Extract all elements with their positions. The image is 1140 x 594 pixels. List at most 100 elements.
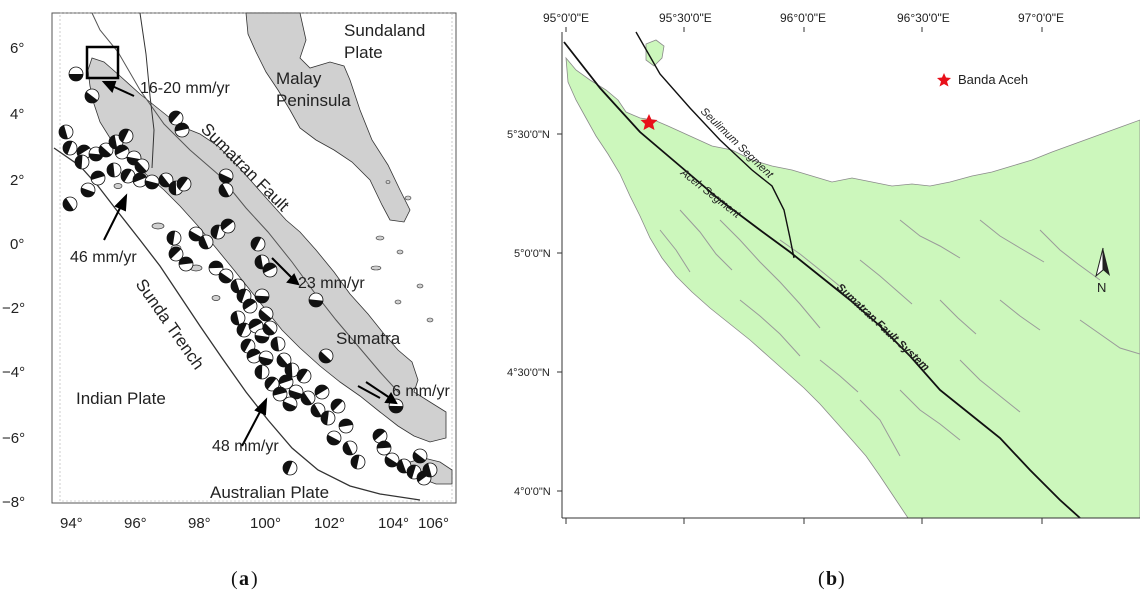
focal-mechanism-marker <box>168 246 184 262</box>
y-tick-label: −2° <box>2 300 25 317</box>
indian-plate-label: Indian Plate <box>76 389 166 408</box>
focal-mechanism-marker <box>188 226 204 242</box>
focal-mechanism-marker <box>168 110 184 126</box>
rate-label-2: 46 mm/yr <box>70 249 137 266</box>
focal-mechanism-marker <box>330 398 346 414</box>
eastern-islands <box>370 180 434 323</box>
focal-mechanism-marker <box>288 384 304 400</box>
north-label: N <box>1097 280 1106 295</box>
x-tick-label: 96°30'0"E <box>897 11 950 25</box>
focal-mechanism-marker <box>372 428 388 444</box>
y-tick-label: 6° <box>10 40 24 57</box>
focal-mechanism-marker <box>68 66 84 82</box>
y-tick-label: −6° <box>2 430 25 447</box>
focal-mechanism-marker <box>84 88 100 104</box>
panel-b-y-ticks <box>557 133 562 492</box>
panel-b-x-ticks <box>565 27 1043 524</box>
focal-mechanism-marker <box>276 352 292 368</box>
focal-mechanism-marker <box>300 390 316 406</box>
seulimum-segment-fault <box>635 31 795 259</box>
focal-mechanism-marker <box>254 364 270 380</box>
y-tick-label: 4° <box>10 106 24 123</box>
x-tick-label: 96°0'0"E <box>780 11 826 25</box>
river-network <box>659 209 1140 457</box>
x-tick-label: 95°30'0"E <box>659 11 712 25</box>
y-tick-label: −4° <box>2 364 25 381</box>
caption-a-open: ( <box>231 568 238 590</box>
focal-mechanism-marker <box>178 256 194 272</box>
focal-mechanism-marker <box>62 196 78 212</box>
focal-mechanism-marker <box>258 350 274 366</box>
focal-mechanism-marker <box>134 158 150 174</box>
focal-mechanism-marker <box>58 124 74 140</box>
sumatran-fault-line <box>91 12 401 395</box>
focal-mechanism-marker <box>412 448 428 464</box>
focal-mechanism-marker <box>314 384 330 400</box>
focal-mechanism-marker <box>310 402 326 418</box>
rate-label-3: 23 mm/yr <box>298 275 365 292</box>
x-tick-label: 106° <box>418 515 449 532</box>
y-tick-label: 4°0'0"N <box>514 486 551 498</box>
x-tick-label: 96° <box>124 515 147 532</box>
focal-mechanism-marker <box>258 306 274 322</box>
focal-mechanism-marker <box>98 142 114 158</box>
focal-mechanism-marker <box>296 368 312 384</box>
caption-b-open: ( <box>818 568 825 590</box>
motion-arrows <box>101 81 398 447</box>
focal-mechanism-marker <box>278 374 294 390</box>
focal-mechanism-marker <box>208 260 224 276</box>
focal-mechanism-marker <box>264 376 280 392</box>
focal-mechanism-marker <box>236 322 252 338</box>
focal-mechanism-marker <box>422 462 438 478</box>
malay-peninsula-landmass <box>245 12 411 223</box>
y-tick-label: 5°0'0"N <box>514 248 551 260</box>
malay-label: Malay <box>276 69 322 88</box>
focal-mechanism-marker <box>376 440 392 456</box>
caption-b-letter: b <box>826 568 837 590</box>
rate-label-1: 16-20 mm/yr <box>140 80 230 97</box>
aceh-segment-fault <box>563 41 1081 519</box>
focal-mechanism-marker <box>106 162 122 178</box>
focal-mechanism-marker <box>158 172 174 188</box>
focal-mechanism-marker <box>326 430 342 446</box>
peninsula-label: Peninsula <box>276 91 351 110</box>
x-tick-label: 102° <box>314 515 345 532</box>
focal-mechanism-marker <box>246 348 262 364</box>
focal-mechanism-marker <box>114 144 130 160</box>
x-tick-label: 98° <box>188 515 211 532</box>
panel-a-y-axis: 6° 4° 2° 0° −2° −4° −6° −8° <box>2 40 25 511</box>
legend-star-icon <box>937 73 951 87</box>
x-tick-label: 100° <box>250 515 281 532</box>
focal-mechanism-marker <box>282 396 298 412</box>
x-tick-label: 95°0'0"E <box>543 11 589 25</box>
aceh-landmass <box>565 56 1140 519</box>
focal-mechanism-marker <box>174 122 190 138</box>
study-area-inset-box <box>85 45 120 80</box>
focal-mechanism-marker <box>262 262 278 278</box>
legend-banda-aceh-label: Banda Aceh <box>958 72 1028 87</box>
focal-mechanism-marker <box>120 168 136 184</box>
banda-aceh-marker-star <box>640 114 658 130</box>
australian-plate-label: Australian Plate <box>210 483 329 502</box>
focal-mechanism-markers <box>58 66 438 486</box>
focal-mechanism-marker <box>270 336 286 352</box>
rate-label-4: 6 mm/yr <box>392 383 450 400</box>
focal-mechanism-marker <box>338 418 354 434</box>
focal-mechanism-marker <box>350 454 366 470</box>
focal-mechanism-marker <box>218 168 234 184</box>
northern-fault-line <box>139 12 155 169</box>
panel-b-y-axis: 5°30'0"N 5°0'0"N 4°30'0"N 4°0'0"N <box>507 129 551 498</box>
y-tick-label: −8° <box>2 494 25 511</box>
y-tick-label: 5°30'0"N <box>507 129 550 141</box>
focal-mechanism-marker <box>166 230 182 246</box>
focal-mechanism-marker <box>220 218 236 234</box>
focal-mechanism-marker <box>320 410 336 426</box>
y-tick-label: 4°30'0"N <box>507 367 550 379</box>
focal-mechanism-marker <box>284 362 300 378</box>
focal-mechanism-marker <box>318 348 334 364</box>
x-tick-label: 94° <box>60 515 83 532</box>
sumatra-label: Sumatra <box>336 329 401 348</box>
panel-a-map: Sundaland Plate Malay Peninsula Sumatran… <box>2 12 457 590</box>
y-tick-label: 2° <box>10 172 24 189</box>
